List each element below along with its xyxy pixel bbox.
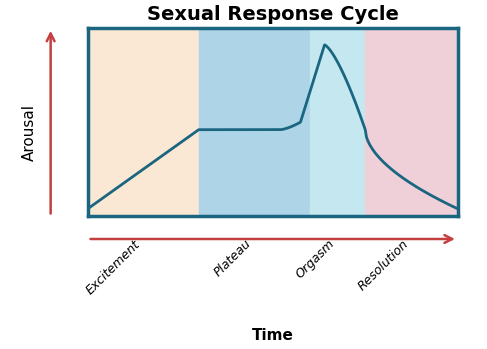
Text: Resolution: Resolution (356, 237, 412, 293)
Bar (199, 28, 310, 216)
Text: Time: Time (252, 328, 294, 342)
Text: Orgasm: Orgasm (294, 237, 337, 281)
Bar (365, 28, 458, 216)
Title: Sexual Response Cycle: Sexual Response Cycle (147, 5, 399, 24)
Text: Arousal: Arousal (22, 104, 37, 161)
Text: Excitement: Excitement (84, 237, 143, 297)
Text: Plateau: Plateau (212, 237, 254, 280)
Bar (310, 28, 365, 216)
Bar (88, 28, 199, 216)
